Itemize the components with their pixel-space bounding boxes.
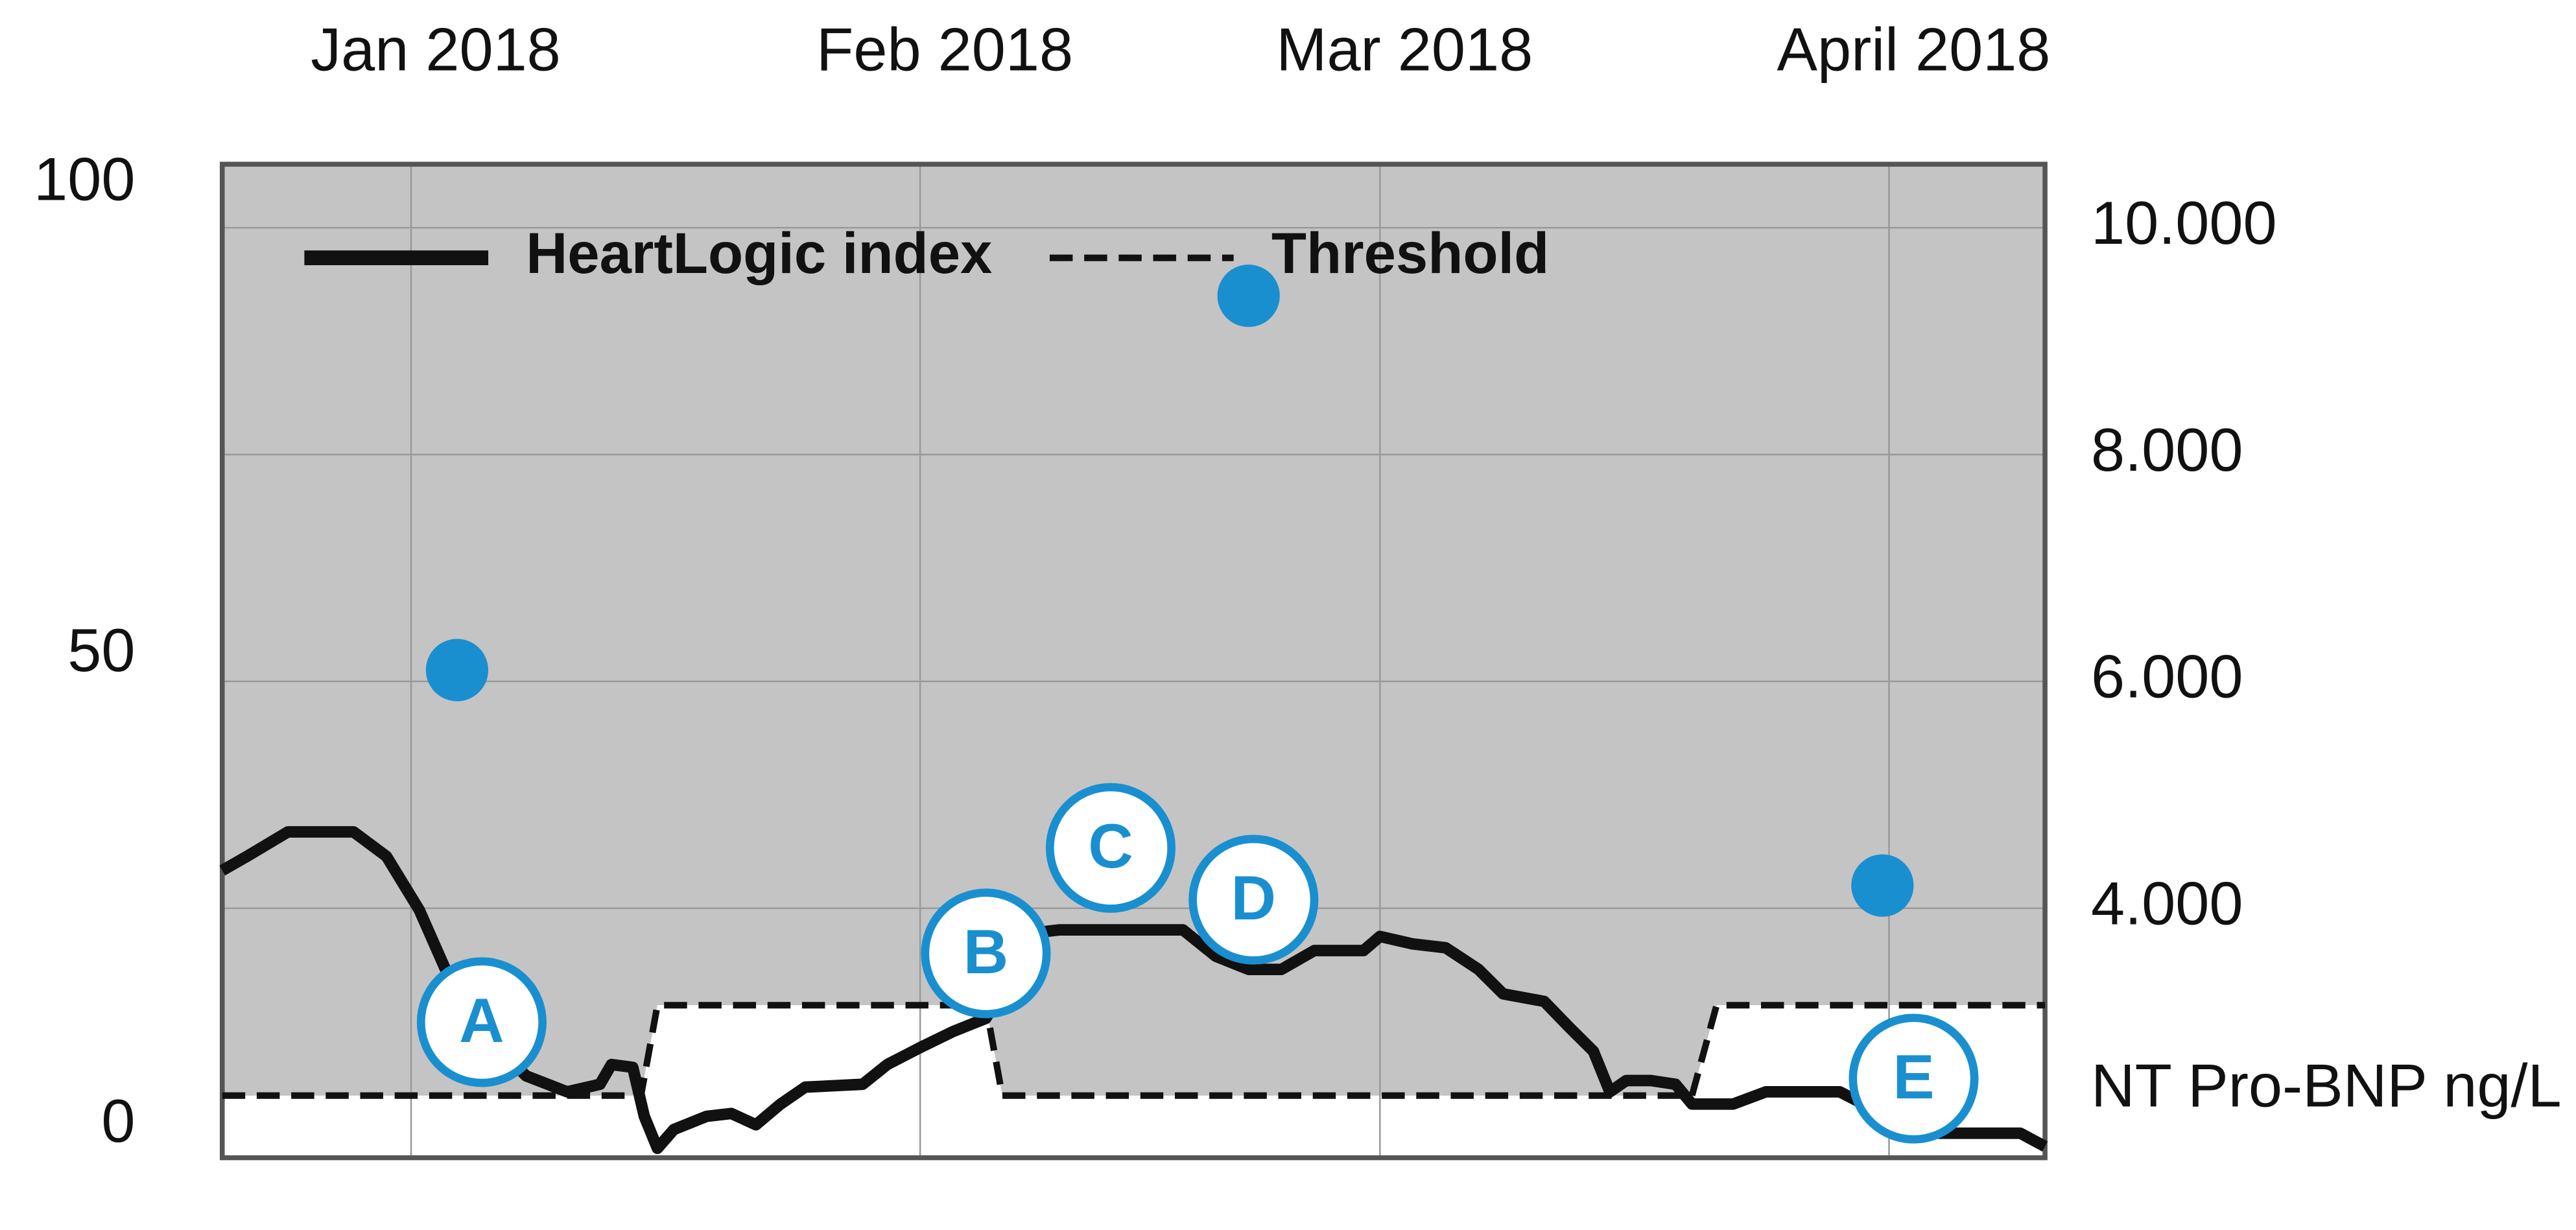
x-tick-label: Jan 2018 [311, 15, 561, 83]
x-tick-label: Mar 2018 [1276, 15, 1533, 83]
y-tick-label: 100 [34, 145, 135, 213]
annotation-badge [921, 888, 1051, 1019]
below-threshold-area [222, 1005, 2046, 1158]
data-point [1217, 265, 1280, 327]
y2-tick-label: 4.000 [2091, 869, 2243, 937]
y2-tick-label: 8.000 [2091, 416, 2243, 484]
data-point [1851, 854, 1914, 917]
x-tick-label: Feb 2018 [816, 15, 1073, 83]
plot-frame [219, 161, 2048, 1161]
y-tick-label: 50 [67, 616, 135, 684]
data-point [425, 639, 489, 702]
annotation-label: A [459, 986, 504, 1056]
annotation-label: E [1893, 1043, 1934, 1112]
x-tick-label: April 2018 [1777, 15, 2050, 83]
annotation-badge [416, 957, 547, 1087]
annotation-label: B [963, 917, 1009, 987]
annotation-label: C [1088, 812, 1133, 881]
annotation-label: D [1231, 864, 1277, 933]
annotation-badge [1045, 783, 1176, 913]
y2-axis-label: NT Pro-BNP ng/L [2091, 1051, 2562, 1119]
y-tick-label: 0 [101, 1087, 135, 1155]
annotation-badge [1849, 1013, 1979, 1144]
y2-tick-label: 6.000 [2091, 643, 2243, 711]
legend-label: HeartLogic index [526, 221, 992, 285]
y2-tick-label: 10.000 [2091, 189, 2277, 257]
annotation-badge [1188, 834, 1319, 965]
legend-label: Threshold [1271, 221, 1549, 285]
threshold-line [222, 1002, 2046, 1099]
